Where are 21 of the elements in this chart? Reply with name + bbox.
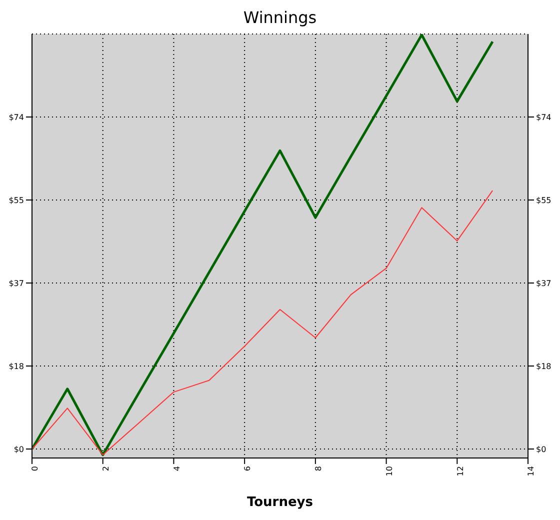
x-tick-label: 6 [243, 466, 252, 472]
y2-tick-label: $55 [536, 196, 552, 205]
line-series [32, 190, 494, 456]
y2-tick-label: $0 [536, 444, 546, 454]
x-tick-label: 10 [384, 466, 394, 476]
y2-tick-label: $37 [536, 278, 552, 288]
y-tick-label: $37 [8, 278, 24, 288]
x-tick-label: 8 [314, 466, 324, 472]
chart-title: Winnings [242, 8, 318, 29]
y-tick-label: $74 [8, 112, 24, 122]
y-tick-label: $55 [8, 196, 24, 205]
y-tick-label: $18 [8, 362, 24, 371]
x-tick-label: 4 [172, 466, 182, 472]
y2-tick-label: $18 [536, 362, 552, 371]
x-tick-label: 0 [30, 466, 40, 472]
y-tick-label: $0 [14, 444, 24, 454]
y2-tick-label: $74 [536, 112, 552, 122]
x-tick-label: 14 [526, 466, 536, 476]
x-tick-label: 2 [102, 466, 111, 472]
x-tick-label: 12 [456, 466, 465, 476]
x-axis-title: Tourneys [246, 495, 314, 510]
